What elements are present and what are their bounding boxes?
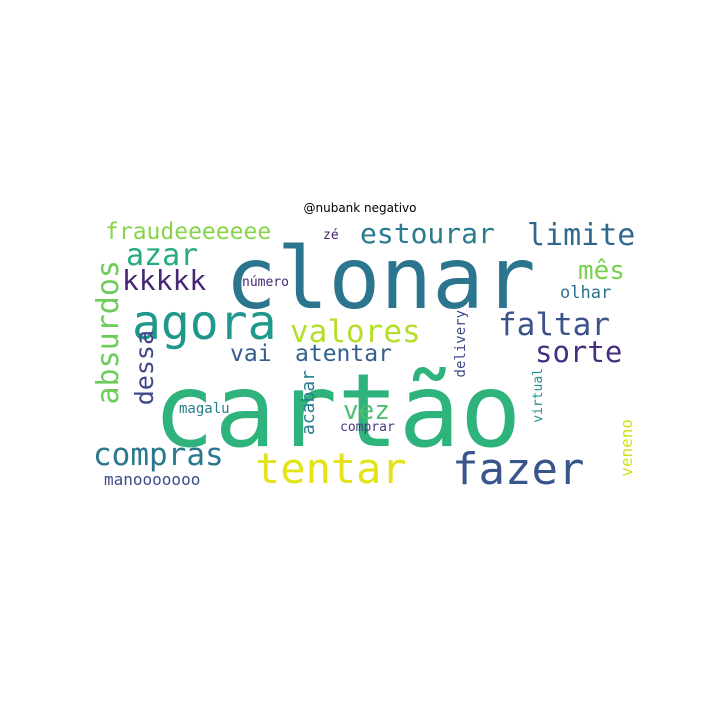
word-clonar: clonar [225, 229, 536, 329]
word-numero: número [242, 275, 289, 290]
word-compras: compras [93, 437, 224, 473]
word-virtual: virtual [531, 368, 546, 423]
word-veneno: veneno [617, 419, 636, 477]
word-vai: vai [230, 341, 272, 367]
chart-title: @nubank negativo [303, 201, 417, 215]
word-faltar: faltar [498, 307, 610, 343]
word-valores: valores [290, 314, 421, 350]
word-fraudeeeeeee: fraudeeeeeee [105, 219, 272, 245]
word-agora: agora [132, 295, 277, 351]
word-ze: zé [323, 228, 339, 243]
word-magalu: magalu [179, 401, 230, 417]
word-estourar: estourar [360, 217, 495, 250]
word-olhar: olhar [560, 283, 612, 303]
word-manooooooo: manooooooo [104, 470, 201, 489]
word-kkkkk: kkkkk [122, 264, 207, 297]
word-mes: mês [578, 256, 625, 286]
word-comprar: comprar [340, 420, 395, 435]
word-vez: vez [343, 396, 390, 426]
word-fazer: fazer [452, 444, 585, 495]
word-sorte: sorte [535, 335, 623, 369]
word-absurdos: absurdos [91, 260, 126, 405]
word-azar: azar [126, 238, 199, 273]
word-atentar: atentar [295, 341, 392, 367]
word-cloud: cartão clonar tentar fazer agora compras… [90, 218, 646, 503]
word-limite: limite [527, 218, 636, 253]
word-dessa: dessa [130, 330, 159, 406]
word-cartao: cartão [153, 352, 522, 471]
word-acabar: acabar [298, 370, 319, 436]
word-tentar: tentar [255, 444, 407, 493]
word-delivery: delivery [453, 310, 469, 378]
